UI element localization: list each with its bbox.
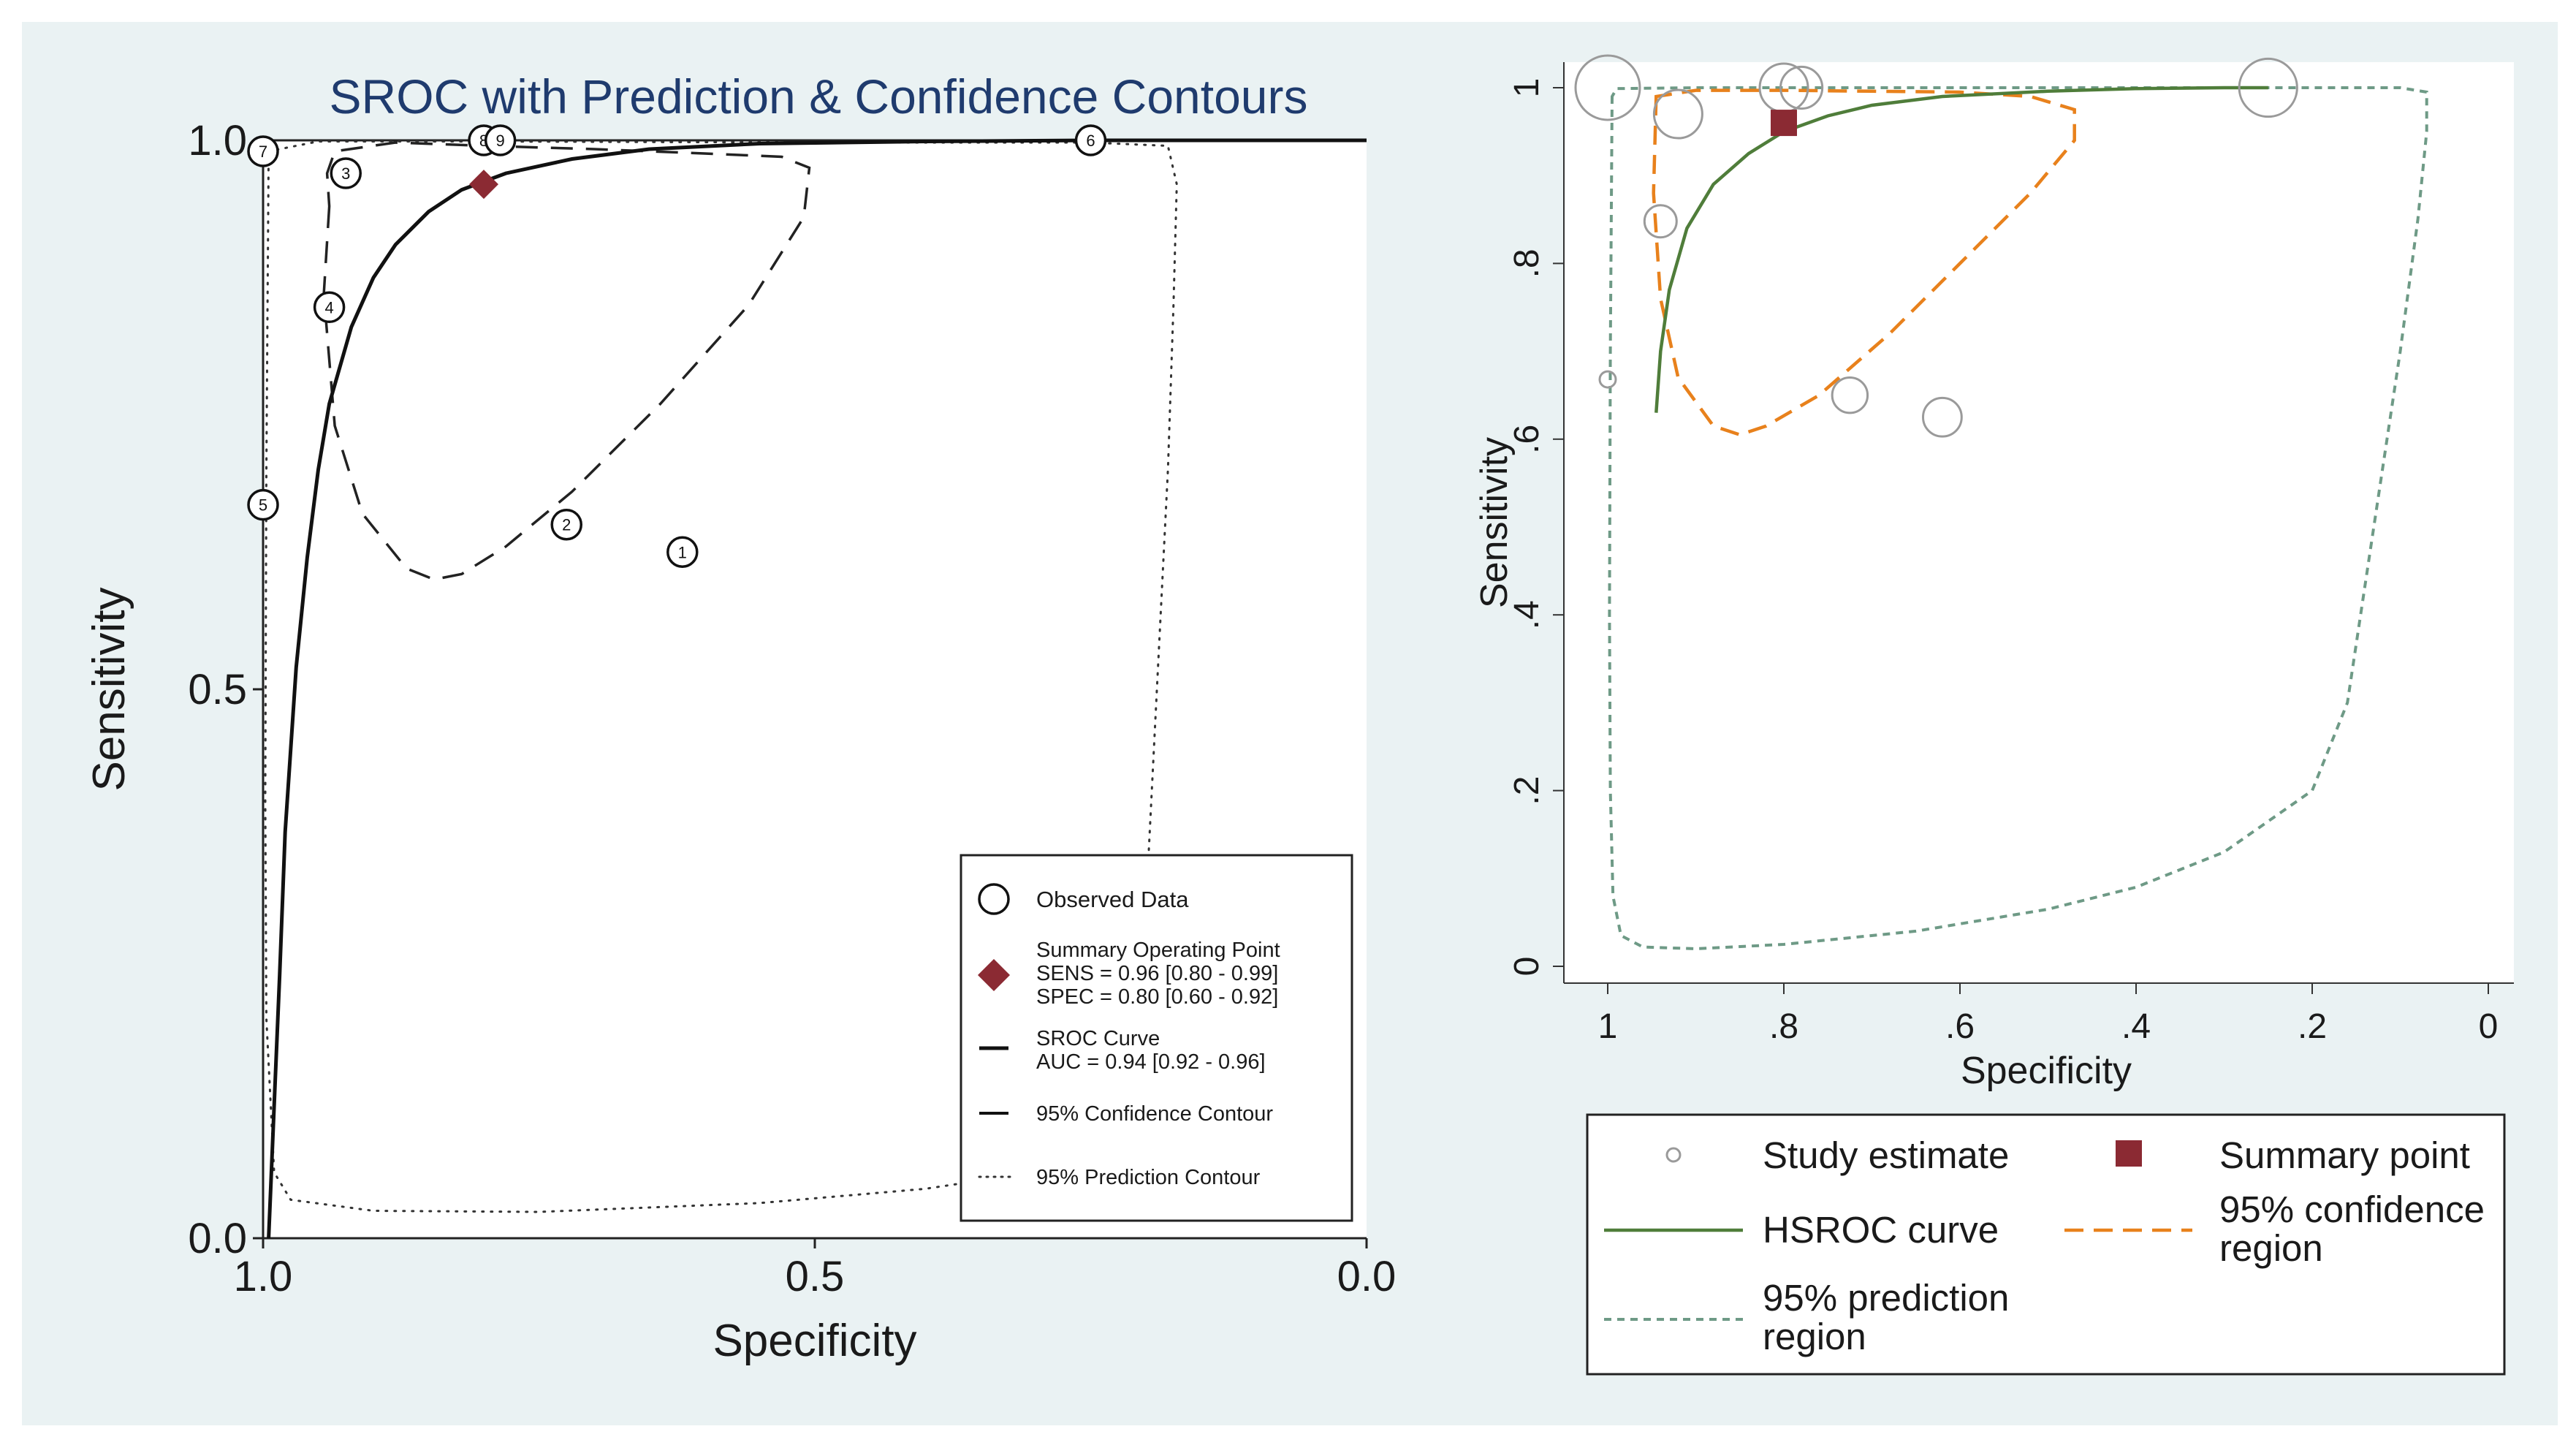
observed-point-label: 1 [678,543,687,561]
study-estimate-marker [1574,54,1641,121]
legend-study-label: Study estimate [1763,1134,2009,1176]
observed-point: 6 [1074,124,1107,156]
observed-point: 4 [313,291,346,324]
left-y-axis-label: Sensitivity [84,587,134,791]
observed-point-marker [1074,124,1107,156]
summary-square [1771,110,1797,137]
right-x-tick-label: 1 [1598,1007,1618,1046]
study-estimate-marker [1831,376,1869,414]
right-legend: Study estimate Summary point HSROC curve… [1586,1113,2506,1376]
study-estimate-marker [1922,396,1963,438]
right-legend-box [1586,1113,2506,1376]
observed-point-label: 5 [259,496,267,515]
left-y-tick-label: 0.0 [188,1215,247,1262]
legend-summary-label-right: Summary point [2219,1134,2470,1176]
right-y-tick-label: 1 [1508,78,1546,98]
right-study-estimates [1574,54,2298,438]
right-y-tick-label: .6 [1508,425,1546,454]
right-x-axis-label: Specificity [1961,1050,2132,1092]
legend-spec-text: SPEC = 0.80 [0.60 - 0.92] [1036,985,1278,1009]
legend-study-symbol [1665,1147,1682,1163]
observed-point-marker [666,536,699,568]
left-legend-box [960,854,1353,1222]
left-x-tick-label: 0.0 [1337,1253,1397,1300]
right-hsroc-chart: 1 .8 .6 .4 .2 0 0 .2 .4 .6 .8 1 Specificity Sensiti… [1473,54,2514,1376]
observed-point-marker [247,488,279,521]
study-estimate-marker [1643,204,1678,239]
observed-point: 3 [330,157,362,189]
right-y-tick-label: .4 [1508,600,1546,629]
observed-point-label: 6 [1086,132,1095,150]
legend-observed-label: Observed Data [1036,887,1189,912]
observed-point-marker [330,157,362,189]
legend-prediction-label-2: region [1763,1316,1866,1357]
observed-point-label: 7 [259,143,267,161]
left-axis-ticks: 1.0 0.5 0.0 0.0 0.5 1.0 [188,117,1396,1300]
right-y-tick-label: 0 [1508,957,1546,977]
right-confidence-region [1652,88,2076,437]
right-summary-point [1771,110,1797,137]
observed-point-label: 4 [324,298,333,316]
legend-summary-symbol [978,959,1010,991]
observed-point: 5 [247,488,279,521]
left-summary-point [469,170,498,200]
observed-point: 1 [666,536,699,568]
legend-confidence-label: 95% Confidence Contour [1036,1102,1273,1126]
right-x-tick-label: .6 [1945,1007,1975,1046]
left-x-axis-label: Specificity [713,1316,916,1366]
right-x-tick-label: .4 [2121,1007,2151,1046]
legend-observed-symbol [978,883,1010,915]
legend-confidence-label-1: 95% confidence [2219,1189,2485,1230]
study-estimate-marker [2238,57,2298,118]
legend-sens-text: SENS = 0.96 [0.80 - 0.99] [1036,962,1278,985]
observed-point-marker [484,124,517,156]
right-plot-area [1564,62,2514,983]
legend-auc-text: AUC = 0.94 [0.92 - 0.96] [1036,1050,1266,1074]
legend-confidence-label-2: region [2219,1227,2323,1269]
left-y-tick-label: 1.0 [188,117,247,164]
observed-point-marker [247,135,279,167]
observed-point-label: 3 [341,164,350,183]
legend-summary-title: Summary Operating Point [1036,939,1280,962]
legend-sroc-title: SROC Curve [1036,1027,1160,1050]
study-estimate-marker [1779,65,1824,110]
left-sroc-chart: SROC with Prediction & Confidence Contou… [84,69,1396,1366]
summary-diamond [469,170,498,200]
right-y-axis-label: Sensitivity [1473,437,1516,608]
left-chart-title: SROC with Prediction & Confidence Contou… [330,69,1308,124]
observed-point: 2 [550,508,582,541]
study-estimate-marker [1598,370,1617,389]
left-x-tick-label: 1.0 [234,1253,293,1300]
observed-point-label: 9 [496,132,505,150]
study-estimate-marker [1652,88,1703,140]
right-y-tick-label: .8 [1508,249,1546,278]
left-confidence-contour [322,141,811,581]
right-x-tick-label: .8 [1769,1007,1798,1046]
legend-prediction-label-1: 95% prediction [1763,1277,2009,1319]
legend-prediction-label: 95% Prediction Contour [1036,1166,1261,1189]
observed-point-marker [313,291,346,324]
observed-point: 9 [484,124,517,156]
right-x-tick-label: .2 [2298,1007,2327,1046]
right-axis-ticks: 1 .8 .6 .4 .2 0 0 .2 .4 .6 .8 1 [1508,78,2498,1046]
left-x-tick-label: 0.5 [786,1253,845,1300]
observed-point-label: 2 [562,516,571,534]
right-hsroc-curve [1654,86,2268,413]
left-legend: Observed Data Summary Operating Point SE… [960,854,1353,1222]
observed-point: 7 [247,135,279,167]
legend-summary-symbol-right [2116,1140,2142,1167]
right-y-tick-label: .2 [1508,776,1546,806]
right-x-tick-label: 0 [2479,1007,2499,1046]
legend-hsroc-label: HSROC curve [1763,1209,1999,1251]
observed-point-marker [550,508,582,541]
left-sroc-curve [267,138,1367,1239]
left-y-tick-label: 0.5 [188,666,247,713]
